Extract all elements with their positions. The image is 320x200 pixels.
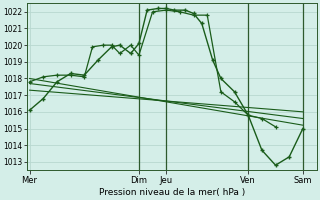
X-axis label: Pression niveau de la mer( hPa ): Pression niveau de la mer( hPa ) <box>99 188 245 197</box>
